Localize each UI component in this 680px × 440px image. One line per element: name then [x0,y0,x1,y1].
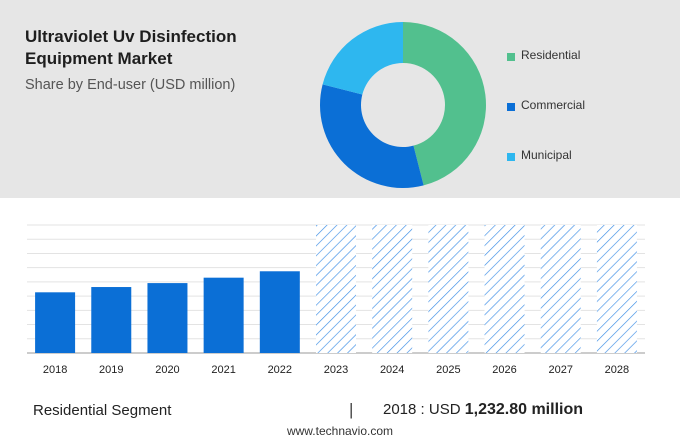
legend-item-municipal: Municipal [507,148,585,198]
x-tick-label-2027: 2027 [548,364,572,376]
footer-value: 2018 : USD 1,232.80 million [383,401,583,419]
bar-chart: 2018 2019 2020 2021 2022 2023 2024 2025 2026 2027… [27,224,645,376]
bar-2018 [35,292,76,353]
legend-swatch-commercial [507,103,515,111]
forecast-bar-2027 [540,225,581,353]
donut-slice-commercial [320,84,424,188]
legend-label-residential: Residential [521,48,581,62]
x-tick-label-2023: 2023 [324,364,348,376]
bar-2020 [147,283,188,353]
legend-label-commercial: Commercial [521,98,586,112]
footer-segment: Residential Segment [33,402,172,419]
x-tick-label-2018: 2018 [43,364,67,376]
forecast-bar-2023 [316,225,356,353]
chart-title: Ultraviolet Uv Disinfection Equipment Ma… [25,27,237,68]
x-tick-label-2028: 2028 [605,364,629,376]
legend-item-residential: Residential [507,48,585,98]
footer-value-prefix: 2018 : USD [383,401,461,418]
x-tick-label-2022: 2022 [268,364,292,376]
forecast-bar-2024 [372,225,413,353]
forecast-bar-2026 [484,225,525,353]
donut-chart [320,22,486,188]
legend: Residential Commercial Municipal [507,48,585,198]
donut-slice-residential [403,22,486,186]
bar-2021 [203,277,244,353]
chart-subtitle: Share by End-user (USD million) [25,77,236,93]
forecast-bar-2028 [596,225,637,353]
x-tick-label-2019: 2019 [99,364,123,376]
x-tick-label-2026: 2026 [492,364,516,376]
bar-2019 [91,287,132,353]
forecast-bar-2025 [428,225,469,353]
legend-swatch-residential [507,53,515,61]
x-tick-label-2024: 2024 [380,364,404,376]
x-tick-label-2021: 2021 [211,364,235,376]
footer-separator: | [349,400,354,419]
x-tick-label-2025: 2025 [436,364,460,376]
x-tick-label-2020: 2020 [155,364,179,376]
legend-swatch-municipal [507,153,515,161]
bar-2022 [259,271,300,353]
source-link[interactable]: www.technavio.com [286,424,394,438]
donut-slice-municipal [322,22,403,95]
legend-label-municipal: Municipal [521,148,572,162]
footer-value-amount: 1,232.80 million [464,401,583,418]
legend-item-commercial: Commercial [507,98,585,148]
